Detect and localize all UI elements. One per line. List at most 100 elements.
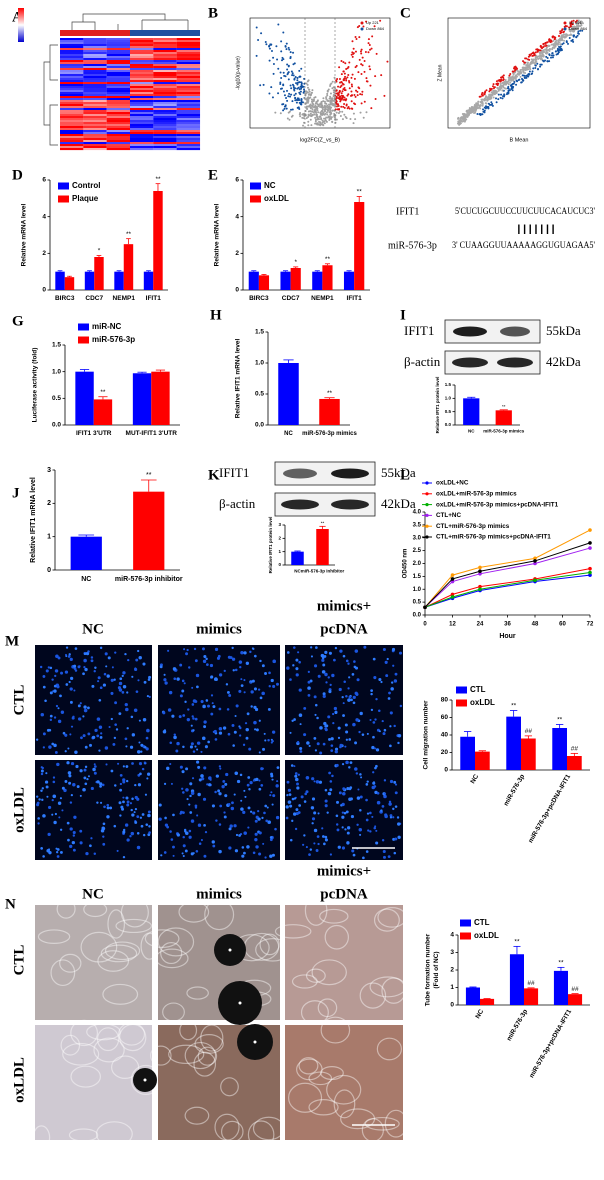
nucleus bbox=[341, 763, 345, 766]
heatmap-cell bbox=[129, 144, 154, 147]
nucleus bbox=[231, 646, 234, 650]
heatmap-cell bbox=[83, 104, 107, 107]
volcano-dot bbox=[320, 118, 323, 121]
x-tick-label: miR-576-3p bbox=[506, 1008, 530, 1042]
heatmap-cell bbox=[106, 96, 131, 99]
nucleus bbox=[239, 734, 242, 737]
heatmap-cell bbox=[176, 82, 201, 85]
nucleus bbox=[140, 743, 144, 747]
volcano-dot bbox=[303, 121, 306, 124]
nucleus bbox=[324, 727, 328, 731]
heatmap-cell bbox=[106, 86, 131, 89]
scatter-dot bbox=[546, 60, 549, 63]
scatter-dot bbox=[574, 20, 577, 23]
fluorescence-image bbox=[285, 645, 403, 755]
nucleus bbox=[196, 760, 200, 764]
heatmap-cell bbox=[153, 126, 177, 129]
nucleus bbox=[163, 782, 167, 786]
nucleus bbox=[311, 822, 314, 825]
nucleus bbox=[97, 676, 101, 680]
y-tick-label: 2 bbox=[235, 250, 239, 257]
nucleus bbox=[218, 823, 222, 826]
nucleus bbox=[341, 826, 344, 829]
scatter-dot bbox=[470, 107, 473, 110]
heatmap-cell bbox=[153, 112, 177, 115]
volcano-dot bbox=[349, 117, 352, 120]
nucleus bbox=[306, 741, 310, 745]
nucleus bbox=[226, 690, 230, 694]
heatmap-cell bbox=[83, 86, 107, 89]
nucleus bbox=[69, 844, 73, 849]
heatmap-cell bbox=[83, 46, 107, 49]
nucleus bbox=[335, 823, 339, 826]
volcano-dot bbox=[356, 26, 359, 29]
significance: * bbox=[294, 259, 297, 266]
nucleus bbox=[303, 800, 307, 803]
nucleus bbox=[55, 704, 59, 708]
y-tick-label: 2 bbox=[450, 967, 454, 974]
nucleus bbox=[341, 696, 344, 699]
heatmap-cell bbox=[83, 96, 107, 99]
nucleus bbox=[103, 805, 106, 809]
heatmap-cell bbox=[83, 116, 107, 119]
heatmap-cell bbox=[176, 68, 201, 71]
nucleus bbox=[392, 664, 395, 667]
volcano-dot bbox=[299, 75, 302, 78]
nucleus bbox=[131, 813, 135, 817]
nucleus bbox=[129, 835, 132, 838]
volcano-dot bbox=[296, 77, 299, 80]
heatmap-cell bbox=[83, 68, 107, 71]
nucleus bbox=[232, 744, 235, 747]
y-tick-label: 3 bbox=[278, 522, 281, 527]
x-tick-label: NC bbox=[81, 576, 91, 583]
nucleus bbox=[194, 745, 197, 748]
bar bbox=[509, 954, 524, 1005]
heatmap-cell bbox=[83, 132, 107, 135]
scatter-dot bbox=[482, 108, 485, 111]
heatmap-cell bbox=[129, 66, 154, 69]
heatmap-cell bbox=[176, 86, 201, 89]
tube-mesh bbox=[300, 1000, 329, 1025]
nucleus bbox=[255, 845, 259, 849]
heatmap-cell bbox=[83, 60, 107, 63]
nucleus bbox=[218, 792, 222, 796]
scatter-dot bbox=[565, 35, 568, 38]
bar bbox=[93, 399, 113, 425]
volcano-dot bbox=[319, 111, 322, 114]
volcano-dot bbox=[280, 50, 283, 53]
heatmap-cell bbox=[60, 92, 84, 95]
tube-mesh bbox=[160, 941, 183, 965]
y-tick-label: 0.0 bbox=[413, 613, 422, 619]
nucleus bbox=[329, 652, 332, 655]
nucleus bbox=[44, 780, 49, 784]
heatmap-cell bbox=[176, 116, 201, 119]
nucleus bbox=[69, 801, 73, 804]
point bbox=[588, 541, 592, 545]
nucleus bbox=[59, 850, 63, 854]
bar bbox=[553, 970, 568, 1005]
nucleus bbox=[341, 846, 346, 850]
volcano-dot bbox=[363, 59, 366, 62]
bar bbox=[567, 756, 582, 770]
x-tick-label: NC bbox=[474, 1008, 485, 1020]
nucleus bbox=[203, 720, 207, 724]
volcano-dot bbox=[309, 118, 312, 121]
volcano-dot bbox=[346, 107, 349, 110]
y-tick-label: 0.5 bbox=[255, 391, 264, 398]
nucleus bbox=[118, 712, 122, 716]
nucleus bbox=[356, 823, 359, 826]
volcano-dot bbox=[331, 80, 334, 83]
point bbox=[423, 605, 427, 610]
nucleus bbox=[124, 737, 128, 741]
nucleus bbox=[100, 732, 103, 735]
volcano-dot bbox=[350, 107, 353, 110]
heatmap-cell bbox=[153, 110, 177, 113]
nucleus bbox=[72, 782, 76, 787]
tube-mesh bbox=[220, 1120, 244, 1143]
volcano-dot bbox=[345, 79, 348, 82]
nucleus bbox=[126, 727, 129, 730]
tube-mesh bbox=[259, 933, 280, 956]
volcano-dot bbox=[301, 116, 304, 119]
nucleus bbox=[383, 794, 387, 799]
legend-marker bbox=[425, 524, 429, 528]
